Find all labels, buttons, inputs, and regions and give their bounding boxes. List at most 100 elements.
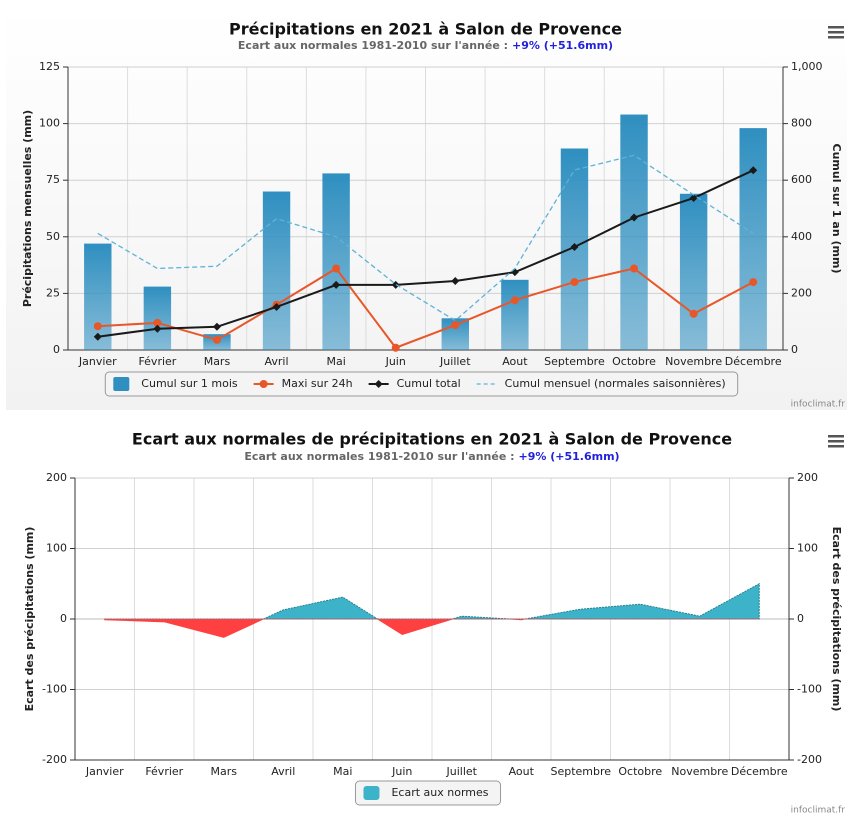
- bar: [501, 279, 529, 350]
- y-tick-label: 200: [46, 471, 67, 484]
- bar: [739, 128, 767, 350]
- x-tick-label: Novembre: [671, 765, 728, 778]
- point: [374, 380, 383, 388]
- credits: infoclimat.fr: [791, 400, 846, 410]
- x-tick-label: Aout: [509, 765, 535, 778]
- subtitle-text: Ecart aux normales 1981-2010 sur l'année…: [238, 39, 508, 52]
- x-tick-label: Juin: [385, 355, 406, 368]
- x-tick-label: Février: [145, 765, 183, 778]
- y2-tick-label: 0: [791, 343, 798, 356]
- bar: [322, 173, 350, 350]
- legend-label: Ecart aux normes: [391, 786, 488, 799]
- y2-tick-label: 100: [797, 542, 818, 555]
- legend-label: Cumul sur 1 mois: [141, 377, 238, 390]
- y-tick-label: 50: [46, 230, 60, 243]
- line: [97, 169, 754, 338]
- subtitle: Ecart aux normales 1981-2010 sur l'année…: [238, 39, 613, 52]
- y-axis-title: Ecart des précipitations (mm): [23, 527, 36, 712]
- point: [93, 332, 102, 341]
- legend: Ecart aux normes: [354, 780, 502, 806]
- legend-item[interactable]: Ecart aux normes: [363, 786, 489, 800]
- y-tick-label: 100: [39, 117, 60, 130]
- y2-tick-label: 200: [797, 471, 818, 484]
- legend-label: Cumul mensuel (normales saisonnières): [505, 377, 726, 390]
- y-tick-label: -200: [42, 753, 67, 766]
- x-tick-label: Mars: [211, 765, 238, 778]
- bar: [262, 191, 291, 350]
- point: [391, 343, 400, 352]
- credits: infoclimat.fr: [791, 806, 846, 814]
- line: [97, 154, 754, 322]
- bar: [143, 286, 172, 350]
- point: [630, 213, 639, 222]
- legend-box: [104, 371, 739, 397]
- bar: [620, 114, 648, 350]
- point: [332, 280, 341, 289]
- y-tick-label: -100: [42, 683, 67, 696]
- point: [153, 324, 162, 333]
- point: [451, 276, 460, 285]
- x-tick-label: Janvier: [85, 765, 124, 778]
- y2-tick-label: 600: [791, 173, 812, 186]
- x-tick-label: Février: [138, 355, 176, 368]
- point: [689, 194, 698, 203]
- legend-item[interactable]: Maxi sur 24h: [253, 377, 353, 390]
- bar: [679, 193, 708, 350]
- legend-item[interactable]: Cumul mensuel (normales saisonnières): [476, 377, 726, 390]
- point: [332, 264, 341, 273]
- x-tick-label: Juillet: [446, 765, 478, 778]
- point: [391, 280, 400, 289]
- x-tick-label: Juillet: [439, 355, 471, 368]
- x-tick-label: Mai: [333, 765, 352, 778]
- x-tick-label: Décembre: [731, 765, 788, 778]
- line: [97, 267, 754, 349]
- legend-label: Cumul total: [397, 377, 461, 390]
- legend-label: Maxi sur 24h: [282, 377, 353, 390]
- menu-button[interactable]: [826, 24, 846, 40]
- y2-tick-label: -200: [797, 753, 822, 766]
- x-tick-label: Avril: [271, 765, 295, 778]
- y-tick-label: 75: [46, 173, 60, 186]
- legend-symbol: [113, 377, 130, 391]
- x-tick-label: Mai: [326, 355, 345, 368]
- point: [510, 296, 519, 305]
- y-tick-label: 0: [60, 612, 67, 625]
- subtitle-text: Ecart aux normales 1981-2010 sur l'année…: [244, 450, 514, 463]
- menu-button[interactable]: [826, 433, 846, 449]
- y-tick-label: 0: [53, 343, 60, 356]
- subtitle-highlight: +9% (+51.6mm): [512, 39, 613, 52]
- point: [749, 278, 758, 287]
- point: [259, 380, 268, 388]
- y2-tick-label: 400: [791, 230, 812, 243]
- y2-tick-label: 200: [791, 286, 812, 299]
- x-tick-label: Juin: [391, 765, 412, 778]
- x-tick-label: Janvier: [78, 355, 117, 368]
- legend: Cumul sur 1 mois Maxi sur 24h Cumul total C…: [104, 371, 739, 397]
- legend-item[interactable]: Cumul sur 1 mois: [113, 377, 238, 391]
- y-tick-label: 100: [46, 542, 67, 555]
- legend-symbol: [363, 786, 380, 800]
- point: [93, 322, 102, 331]
- y2-tick-label: 1,000: [791, 60, 823, 73]
- x-tick-label: Mars: [204, 355, 231, 368]
- x-tick-label: Septembre: [550, 765, 611, 778]
- point: [212, 322, 221, 331]
- point: [749, 166, 758, 175]
- y2-axis-title: Ecart des précipitations (mm): [830, 527, 843, 712]
- point: [272, 302, 281, 311]
- subtitle-highlight: +9% (+51.6mm): [519, 450, 620, 463]
- x-tick-label: Décembre: [725, 355, 782, 368]
- x-tick-label: Octobre: [612, 355, 656, 368]
- x-tick-label: Septembre: [544, 355, 605, 368]
- x-tick-label: Novembre: [665, 355, 722, 368]
- legend-item[interactable]: Cumul total: [368, 377, 461, 390]
- x-tick-label: Octobre: [618, 765, 662, 778]
- chart-title: Ecart aux normales de précipitations en …: [132, 430, 732, 449]
- area-negative: [104, 619, 760, 638]
- bar: [84, 243, 112, 350]
- area-positive: [104, 582, 760, 619]
- y-tick-label: 125: [39, 60, 60, 73]
- x-tick-label: Aout: [502, 355, 528, 368]
- point: [570, 242, 579, 251]
